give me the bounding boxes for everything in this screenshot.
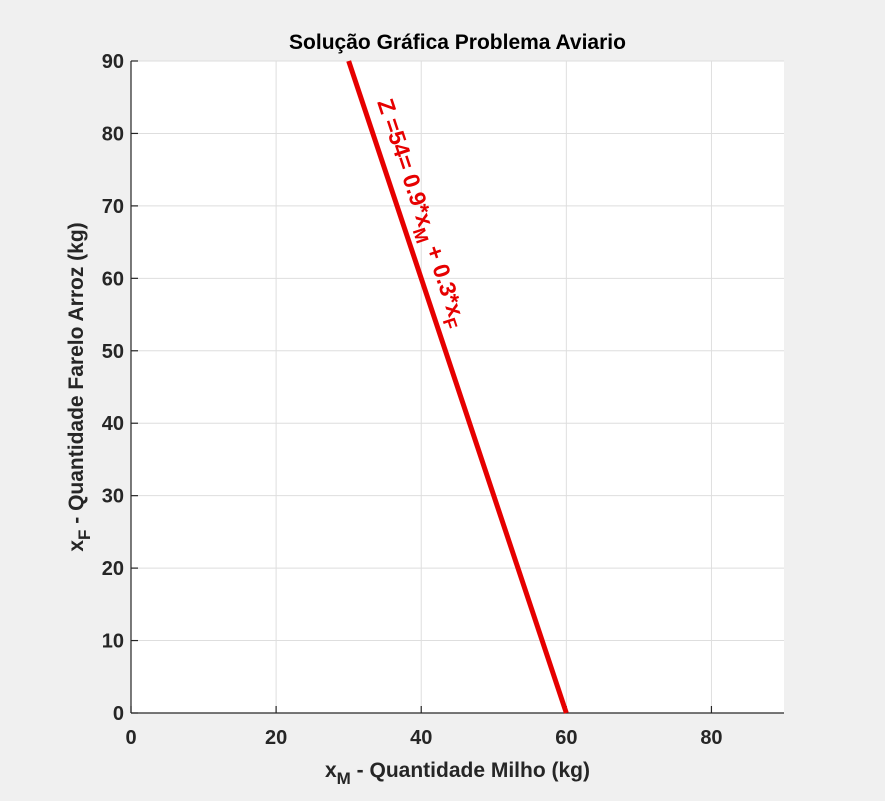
labels: 0 20 40 60 80 0 10 20 30 40 50 60 70 80 90 Solução Gráf…	[65, 31, 723, 788]
y-tick-label: 90	[102, 51, 124, 73]
y-tick-label: 0	[113, 703, 124, 725]
y-axis-label: xF - Quantidade Farelo Arroz (kg)	[65, 222, 94, 551]
x-axis-label: xM - Quantidade Milho (kg)	[325, 759, 590, 788]
x-tick-label: 40	[410, 727, 432, 749]
axes	[130, 60, 784, 714]
y-tick-label: 50	[102, 341, 124, 363]
x-tick-label: 20	[265, 727, 287, 749]
y-tick-label: 30	[102, 486, 124, 508]
y-tick-label: 70	[102, 196, 124, 218]
chart-title: Solução Gráfica Problema Aviario	[289, 31, 626, 54]
y-tick-label: 10	[102, 631, 124, 653]
y-tick-label: 20	[102, 558, 124, 580]
series-line	[346, 60, 569, 714]
gridlines	[131, 60, 784, 713]
series-layer	[346, 60, 569, 714]
x-tick-label: 0	[125, 727, 136, 749]
y-tick-label: 40	[102, 413, 124, 435]
y-tick-label: 60	[102, 268, 124, 290]
y-tick-label: 80	[102, 123, 124, 145]
x-tick-label: 60	[555, 727, 577, 749]
x-tick-label: 80	[700, 727, 722, 749]
